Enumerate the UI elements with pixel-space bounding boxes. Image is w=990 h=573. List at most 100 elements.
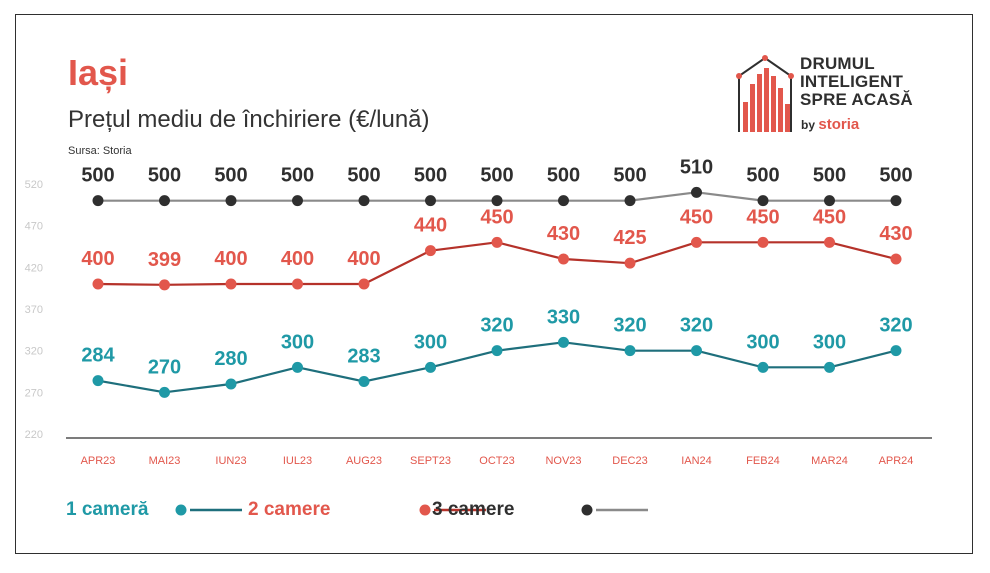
- data-point: [491, 195, 503, 207]
- legend-marker: [419, 504, 431, 516]
- data-point: [292, 278, 303, 290]
- data-point: [890, 253, 902, 265]
- data-label: 320: [480, 315, 513, 337]
- data-point: [757, 361, 769, 373]
- legend-label: 3 camere: [432, 499, 514, 520]
- data-label: 425: [613, 227, 646, 249]
- y-tick-label: 220: [25, 429, 43, 441]
- data-point: [624, 257, 636, 269]
- x-tick-label: APR24: [879, 455, 914, 467]
- data-label: 450: [746, 206, 779, 228]
- logo-line-1: DRUMUL: [800, 54, 875, 73]
- data-point: [425, 195, 436, 207]
- data-label: 500: [746, 165, 779, 187]
- data-point: [890, 195, 902, 207]
- data-label: 300: [414, 331, 447, 353]
- chart-source: Sursa: Storia: [68, 145, 132, 157]
- data-point: [691, 186, 702, 198]
- chart-frame: [15, 14, 973, 554]
- data-point: [159, 386, 170, 398]
- data-point: [159, 279, 170, 291]
- data-point: [92, 195, 104, 207]
- data-point: [358, 278, 370, 290]
- data-point: [824, 361, 835, 373]
- data-point: [491, 345, 503, 357]
- data-label: 450: [813, 206, 846, 228]
- logo-by-text: by: [801, 118, 816, 132]
- data-label: 500: [813, 165, 846, 187]
- data-label: 300: [281, 331, 314, 353]
- x-tick-label: IUN23: [215, 455, 246, 467]
- data-label: 284: [81, 345, 115, 367]
- data-point: [624, 345, 636, 357]
- logo-brand: storia: [818, 116, 860, 133]
- data-label: 500: [81, 165, 114, 187]
- data-label: 320: [613, 315, 646, 337]
- x-tick-label: AUG23: [346, 455, 382, 467]
- data-label: 320: [879, 315, 912, 337]
- logo-line-3: SPRE ACASĂ: [800, 90, 913, 109]
- data-label: 280: [214, 348, 247, 370]
- data-point: [691, 236, 702, 248]
- data-label: 510: [680, 156, 713, 178]
- y-tick-label: 370: [25, 304, 43, 316]
- data-label: 400: [281, 248, 314, 270]
- logo-wordmark: DRUMUL INTELIGENT SPRE ACASĂ: [800, 55, 913, 109]
- y-tick-label: 470: [25, 221, 43, 233]
- data-label: 500: [414, 165, 447, 187]
- data-label: 300: [746, 331, 779, 353]
- data-point: [358, 376, 370, 387]
- data-point: [757, 236, 769, 248]
- data-label: 430: [547, 223, 580, 245]
- x-tick-label: IUL23: [283, 455, 312, 467]
- data-label: 440: [414, 215, 447, 237]
- storia-logo: DRUMUL INTELIGENT SPRE ACASĂ by storia: [735, 54, 935, 136]
- data-point: [890, 345, 902, 357]
- data-label: 270: [148, 356, 181, 378]
- data-label: 500: [480, 165, 513, 187]
- y-tick-label: 270: [25, 387, 43, 399]
- data-point: [558, 336, 569, 348]
- data-label: 283: [347, 346, 380, 368]
- data-label: 500: [281, 165, 314, 187]
- data-point: [292, 361, 303, 373]
- data-label: 500: [347, 165, 380, 187]
- data-label: 399: [148, 249, 181, 271]
- data-point: [292, 195, 303, 207]
- house-bars-icon: [736, 55, 794, 132]
- x-tick-label: DEC23: [612, 455, 647, 467]
- data-label: 430: [879, 223, 912, 245]
- y-tick-label: 420: [25, 262, 43, 274]
- data-point: [824, 236, 835, 248]
- x-tick-label: NOV23: [545, 455, 581, 467]
- data-label: 500: [148, 165, 181, 187]
- data-point: [92, 375, 104, 387]
- x-tick-label: MAI23: [149, 455, 181, 467]
- data-label: 400: [81, 248, 114, 270]
- x-tick-label: IAN24: [681, 455, 712, 467]
- data-point: [225, 195, 237, 207]
- y-tick-label: 520: [25, 179, 43, 191]
- data-point: [757, 195, 769, 207]
- legend-marker: [581, 504, 593, 516]
- data-label: 400: [347, 248, 380, 270]
- data-label: 450: [680, 206, 713, 228]
- logo-line-2: INTELIGENT: [800, 72, 904, 91]
- y-tick-label: 320: [25, 346, 43, 358]
- data-label: 500: [879, 165, 912, 187]
- legend-marker: [175, 504, 187, 516]
- data-label: 330: [547, 306, 580, 328]
- data-point: [558, 195, 569, 207]
- data-point: [159, 195, 170, 207]
- legend-label: 2 camere: [248, 499, 330, 520]
- chart-subtitle: Prețul mediu de închiriere (€/lună): [68, 106, 430, 133]
- x-tick-label: MAR24: [811, 455, 848, 467]
- logo-byline: by storia: [801, 116, 859, 133]
- data-point: [691, 345, 702, 357]
- data-point: [491, 236, 503, 248]
- data-point: [558, 253, 569, 265]
- x-tick-label: SEPT23: [410, 455, 451, 467]
- data-label: 320: [680, 315, 713, 337]
- data-point: [425, 361, 436, 373]
